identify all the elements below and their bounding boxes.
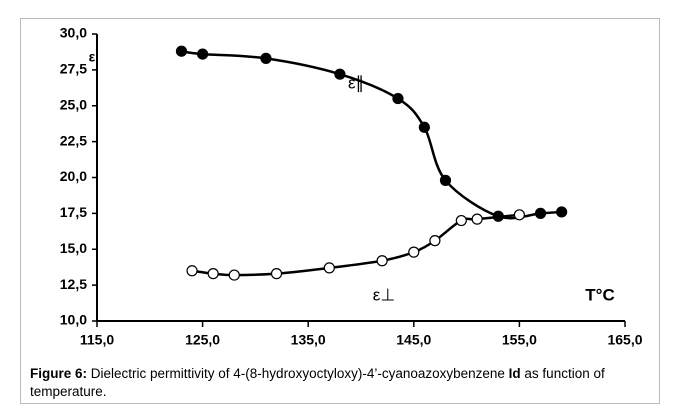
- data-point: [228, 269, 240, 281]
- data-point: [207, 268, 219, 280]
- data-point: [471, 213, 483, 225]
- y-tick-label: 25,0: [60, 96, 87, 112]
- x-tick-label: 115,0: [80, 332, 114, 348]
- x-tick-label: 155,0: [502, 332, 537, 348]
- x-tick-label: 145,0: [396, 332, 431, 348]
- y-tick-label: 22,5: [60, 132, 87, 148]
- figure-frame: [20, 18, 660, 404]
- chart: ε T°C ε∥ ε⊥ 10,012,515,017,520,022,525,0…: [60, 25, 643, 348]
- x-tick-label: 125,0: [185, 332, 220, 348]
- data-point: [376, 255, 388, 267]
- caption: Figure 6: Dielectric permittivity of 4-(…: [30, 365, 655, 401]
- y-tick-label: 17,5: [60, 204, 87, 220]
- data-point: [556, 206, 568, 218]
- data-point: [270, 268, 283, 280]
- data-point: [492, 210, 504, 222]
- data-point: [392, 92, 404, 105]
- data-point: [455, 214, 467, 227]
- data-point: [175, 45, 188, 57]
- y-tick-label: 27,5: [60, 61, 87, 77]
- series-line: [181, 49, 562, 220]
- caption-tail: as function of temperature.: [30, 366, 605, 399]
- data-point: [197, 48, 209, 60]
- y-tick-label: 12,5: [60, 276, 87, 292]
- data-point: [439, 174, 452, 186]
- x-tick-label: 165,0: [607, 332, 642, 348]
- data-point: [323, 262, 335, 274]
- data-point: [418, 121, 430, 133]
- series-label: ε⊥: [373, 285, 395, 304]
- caption-text: Dielectric permittivity of 4-(8-hydroxyo…: [87, 366, 509, 381]
- caption-label: Figure 6:: [30, 366, 88, 381]
- data-point: [334, 68, 346, 80]
- data-point: [186, 265, 198, 277]
- series-line: [191, 213, 520, 277]
- data-point: [513, 209, 526, 221]
- y-tick-label: 30,0: [60, 25, 87, 41]
- x-axis-label: T°C: [585, 285, 614, 304]
- y-tick-label: 20,0: [60, 168, 87, 184]
- data-point: [429, 235, 441, 247]
- x-tick-label: 135,0: [291, 332, 326, 348]
- y-tick-label: 15,0: [60, 240, 87, 256]
- data-point: [534, 207, 547, 219]
- data-point: [408, 246, 420, 258]
- y-tick-label: 10,0: [60, 312, 87, 328]
- data-point: [260, 52, 272, 64]
- y-axis-label: ε: [89, 49, 96, 65]
- caption-compound: Id: [508, 366, 521, 381]
